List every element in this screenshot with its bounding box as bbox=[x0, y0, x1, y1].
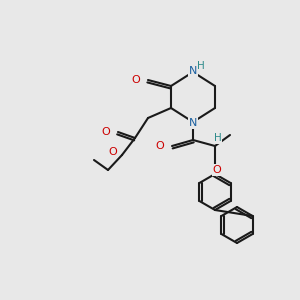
Text: N: N bbox=[189, 118, 197, 128]
Text: H: H bbox=[214, 133, 222, 143]
Text: O: O bbox=[131, 75, 140, 85]
Text: O: O bbox=[155, 141, 164, 151]
Text: N: N bbox=[189, 66, 197, 76]
Text: O: O bbox=[101, 127, 110, 137]
Text: O: O bbox=[213, 165, 221, 175]
Text: H: H bbox=[197, 61, 205, 71]
Text: O: O bbox=[108, 147, 117, 157]
